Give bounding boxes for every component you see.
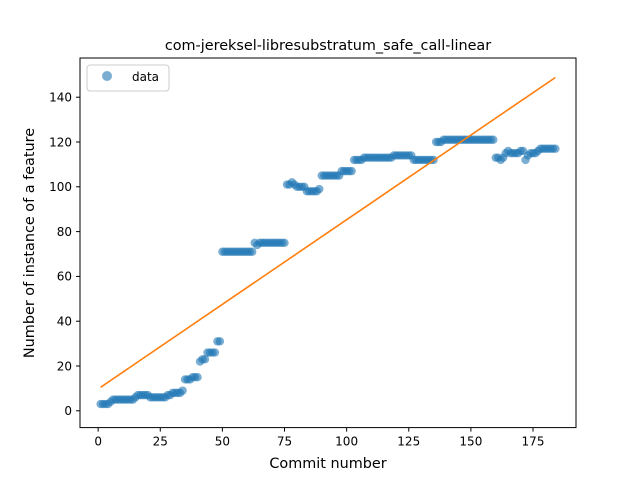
data-point (215, 337, 225, 346)
y-axis: 0 20 40 60 80 100 120 140 (49, 91, 80, 418)
data-point (315, 184, 324, 194)
data-point (280, 238, 289, 247)
data-point (347, 166, 356, 176)
data-point (200, 355, 210, 364)
y-tick-label: 20 (57, 359, 72, 373)
data-point (248, 247, 257, 256)
x-tick-label: 150 (459, 435, 482, 449)
x-tick-label: 25 (153, 435, 168, 449)
x-tick-label: 125 (397, 435, 420, 449)
x-tick-label: 100 (335, 435, 358, 449)
y-tick-label: 140 (49, 91, 72, 105)
data-point (489, 135, 498, 144)
data-point (178, 386, 187, 395)
plot-area (96, 76, 560, 409)
x-tick-label: 50 (215, 435, 230, 449)
data-point (551, 144, 560, 153)
y-tick-label: 100 (49, 180, 72, 194)
x-tick-label: 0 (94, 435, 102, 449)
legend-marker-data (102, 71, 112, 81)
y-tick-label: 120 (49, 135, 72, 149)
x-tick-label: 75 (277, 435, 292, 449)
axes-frame (79, 57, 577, 429)
y-tick-label: 0 (64, 404, 72, 418)
x-tick-label: 175 (522, 435, 545, 449)
x-axis-label: Commit number (269, 456, 386, 472)
x-axis: 0 25 50 75 100 125 150 175 (94, 427, 545, 449)
trend-line (100, 76, 556, 388)
y-axis-label: Number of instance of a feature (22, 128, 38, 358)
y-tick-label: 60 (57, 270, 72, 284)
y-tick-label: 40 (57, 315, 72, 329)
y-tick-label: 80 (57, 225, 72, 239)
data-point (193, 373, 202, 382)
legend: data (86, 64, 170, 92)
chart-title: com-jereksel-libresubstratum_safe_call-l… (165, 38, 491, 54)
legend-label-data: data (132, 70, 159, 84)
data-point (210, 348, 220, 357)
